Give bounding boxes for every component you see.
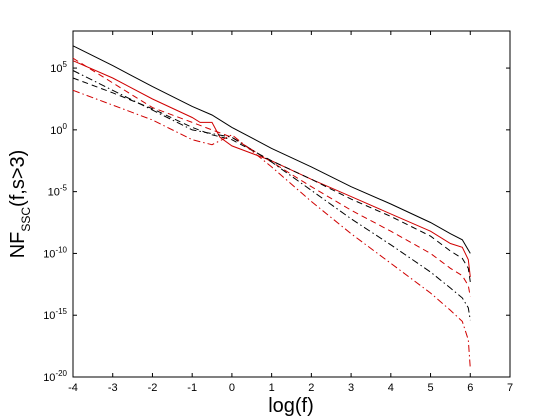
- series-layer: [72, 45, 471, 369]
- series-line-3: [72, 77, 471, 282]
- y-tick-exponent: 5: [63, 60, 68, 69]
- x-tick-label: -1: [187, 382, 197, 394]
- y-axis-title: NFSSC(f,s>3): [7, 150, 33, 259]
- y-tick-label: 105: [50, 60, 67, 75]
- x-tick-label: 0: [229, 382, 235, 394]
- x-tick-label: 7: [507, 382, 513, 394]
- x-tick-label: -4: [68, 382, 78, 394]
- x-tick-label: 4: [388, 382, 394, 394]
- x-tick-label: -2: [148, 382, 158, 394]
- plot-frame: [72, 30, 511, 378]
- y-axis-title-rest: (f,s>3): [7, 150, 29, 207]
- x-tick-label: -3: [108, 382, 118, 394]
- y-tick-exponent: -10: [55, 245, 67, 254]
- x-tick-label: 6: [467, 382, 473, 394]
- y-tick-base: 10: [50, 125, 62, 137]
- y-tick-label: 10-15: [43, 307, 67, 322]
- x-axis-title: log(f): [268, 395, 314, 417]
- x-tick-label: 2: [308, 382, 314, 394]
- series-line-1: [72, 45, 471, 254]
- x-tick-label: 3: [348, 382, 354, 394]
- series-line-5: [72, 70, 471, 321]
- y-tick-exponent: -20: [55, 369, 67, 378]
- series-line-6: [72, 89, 471, 369]
- y-tick-base: 10: [50, 63, 62, 75]
- y-axis-title-main: NF: [7, 232, 29, 259]
- y-tick-label: 10-10: [43, 245, 67, 260]
- x-tick-label: 1: [269, 382, 275, 394]
- y-tick-label: 10-5: [48, 184, 68, 199]
- y-tick-base: 10: [48, 187, 60, 199]
- y-tick-label: 10-20: [43, 369, 67, 384]
- y-tick-exponent: 0: [63, 122, 68, 131]
- y-tick-label: 100: [50, 122, 67, 137]
- series-line-4: [72, 57, 471, 297]
- y-tick-base: 10: [43, 372, 55, 384]
- y-tick-exponent: -5: [60, 184, 68, 193]
- y-tick-base: 10: [43, 248, 55, 260]
- y-axis-title-sub: SSC: [19, 207, 33, 232]
- y-tick-exponent: -15: [55, 307, 67, 316]
- y-tick-base: 10: [43, 310, 55, 322]
- x-tick-label: 5: [427, 382, 433, 394]
- tick-layer: -4 -3 -2 -1 0 1 2 3 4 5 6 710510010-510-1010-1510-2…: [43, 31, 513, 394]
